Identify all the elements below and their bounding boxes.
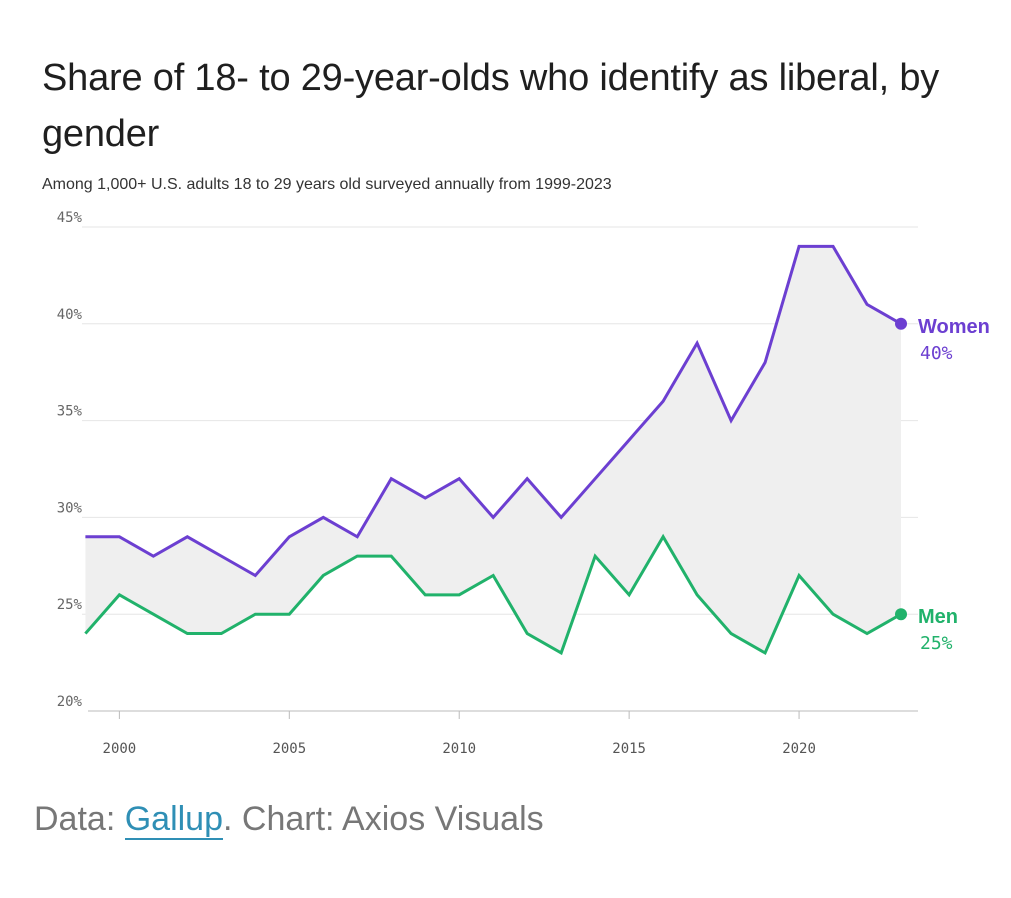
y-tick-label: 30%: [57, 500, 83, 516]
series-label-men: Men: [918, 606, 958, 628]
x-tick-label: 2015: [612, 741, 646, 757]
chart-subtitle: Among 1,000+ U.S. adults 18 to 29 years …: [42, 176, 612, 193]
series-label-women: Women: [918, 316, 990, 338]
source-link-gallup[interactable]: Gallup: [124, 800, 223, 840]
source-suffix: . Chart: Axios Visuals: [223, 800, 544, 838]
x-tick-label: 2020: [782, 741, 816, 757]
series-value-men: 25%: [920, 633, 953, 654]
y-axis-ticks: 20% 25% 30% 35% 40% 45%: [57, 210, 83, 710]
x-tick-label: 2010: [442, 741, 476, 757]
series-lines: [84, 244, 908, 656]
y-tick-label: 40%: [57, 307, 83, 323]
y-tick-label: 35%: [57, 404, 83, 420]
source-credit: Data: Gallup. Chart: Axios Visuals: [34, 800, 544, 840]
series-end-labels: Women 40% Men 25%: [918, 316, 990, 654]
series-line-women: [85, 244, 902, 578]
series-value-women: 40%: [920, 343, 953, 364]
x-tick-label: 2000: [103, 741, 137, 757]
end-point-men: [895, 608, 908, 621]
x-axis-ticks: 2000 2005 2010 2015 2020: [103, 711, 816, 757]
chart-title: Share of 18- to 29-year-olds who identif…: [42, 57, 940, 155]
y-tick-label: 20%: [57, 694, 83, 710]
gap-area-fill: [85, 246, 902, 653]
y-tick-label: 45%: [57, 210, 83, 226]
x-tick-label: 2005: [272, 741, 306, 757]
series-line-men: [84, 533, 902, 656]
end-point-women: [895, 317, 908, 330]
source-prefix: Data:: [34, 800, 125, 838]
y-tick-label: 25%: [57, 597, 83, 613]
